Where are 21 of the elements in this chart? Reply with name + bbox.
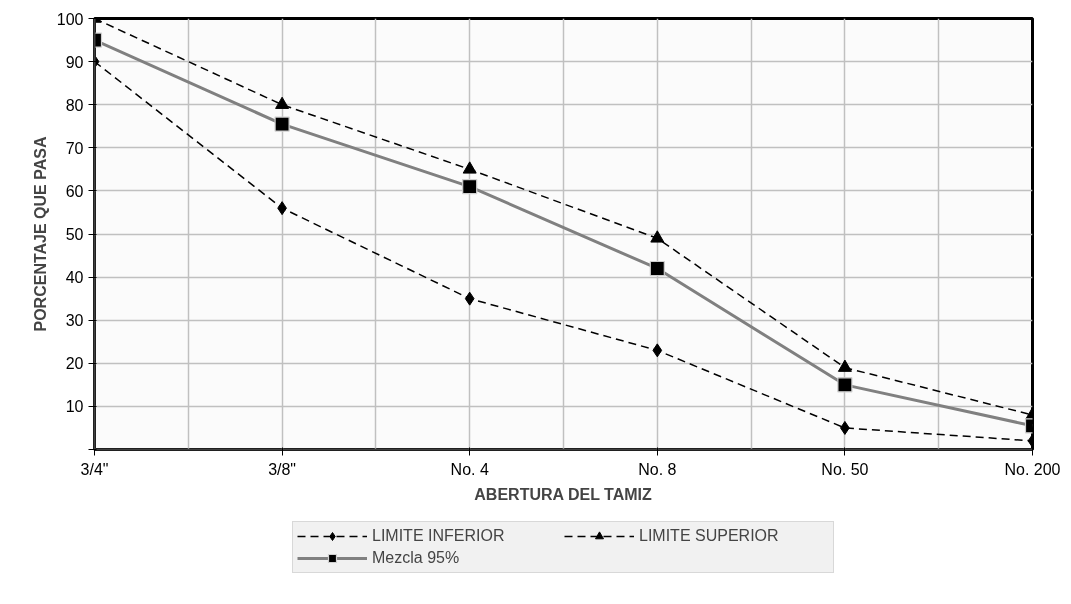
y-tick-label: 30 <box>65 312 84 330</box>
y-axis-title: PORCENTAJE QUE PASA <box>31 136 49 332</box>
y-tick-label: 50 <box>65 226 84 243</box>
x-tick-label: No. 200 <box>1004 460 1061 478</box>
y-tick-label: 20 <box>65 355 84 373</box>
y-tick-label: 60 <box>65 182 84 200</box>
x-tick-label: 3/8" <box>268 460 297 478</box>
y-tick-label: 100 <box>56 10 84 28</box>
legend-label: LIMITE INFERIOR <box>372 527 506 545</box>
x-tick-label: 3/4" <box>80 460 109 478</box>
legend-label: LIMITE SUPERIOR <box>639 527 780 545</box>
legend-label: Mezcla 95% <box>372 549 461 567</box>
y-tick-label: 80 <box>65 96 84 114</box>
x-tick-label: No. 8 <box>638 460 677 478</box>
x-axis-title: ABERTURA DEL TAMIZ <box>474 485 653 503</box>
x-tick-label: No. 4 <box>450 460 489 478</box>
y-tick-label: 70 <box>65 139 84 157</box>
x-tick-label: No. 50 <box>821 460 869 478</box>
y-tick-label: 90 <box>65 53 84 71</box>
y-tick-label: 10 <box>65 398 84 416</box>
y-tick-label: 40 <box>65 269 84 287</box>
